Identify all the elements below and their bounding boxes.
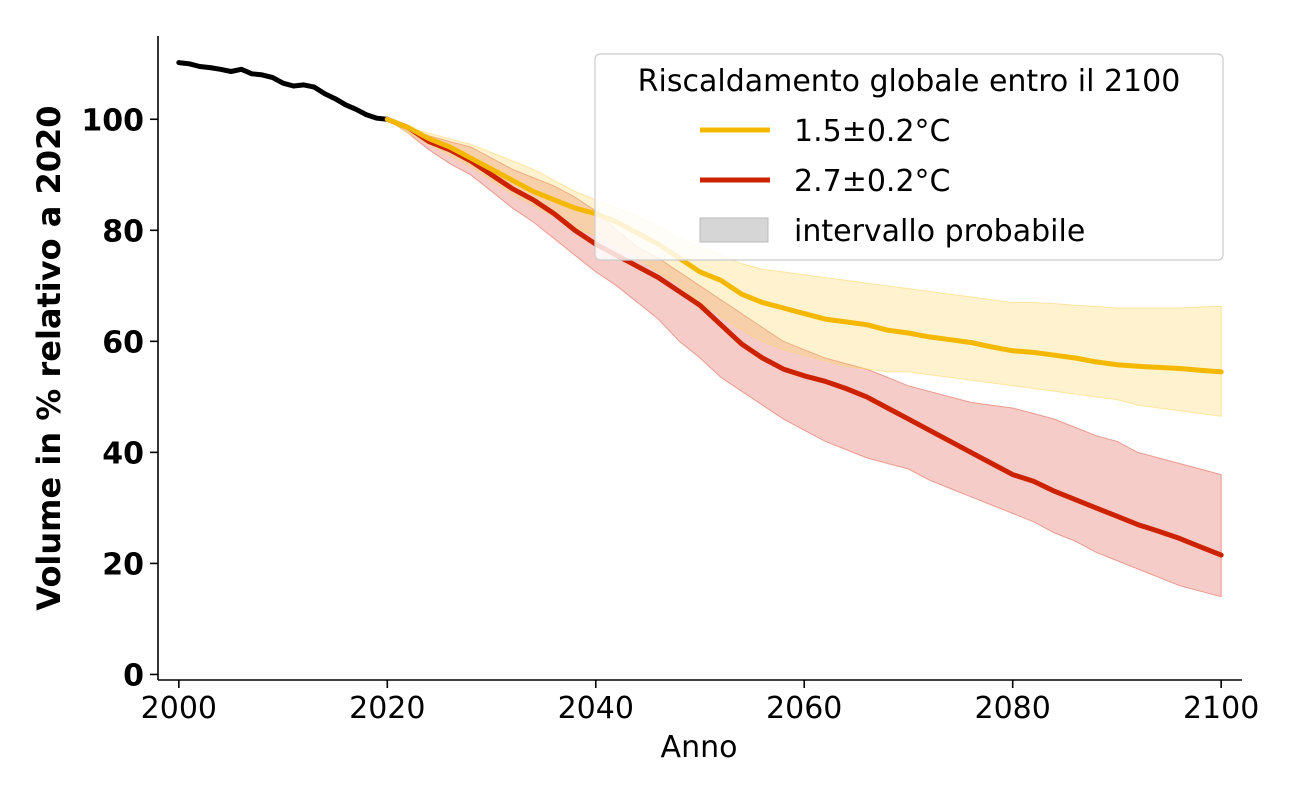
y-tick-label: 60	[102, 325, 144, 360]
y-ticks: 0 20 40 60 80 100	[81, 103, 158, 693]
legend: Riscaldamento globale entro il 2100 1.5±…	[594, 53, 1224, 261]
x-tick-label: 2060	[766, 691, 842, 726]
x-tick-label: 2000	[141, 691, 217, 726]
legend-title: Riscaldamento globale entro il 2100	[638, 64, 1181, 99]
legend-label-1-5: 1.5±0.2°C	[794, 114, 951, 149]
series-lines	[176, 60, 1224, 558]
legend-label-2-7: 2.7±0.2°C	[794, 164, 951, 199]
series-line-2	[384, 116, 1224, 375]
legend-frame	[594, 53, 1224, 261]
y-tick-label: 0	[123, 658, 144, 693]
legend-label-likely-range: intervallo probabile	[794, 214, 1085, 249]
series-line-0	[176, 60, 390, 122]
x-tick-label: 2020	[349, 691, 425, 726]
x-tick-label: 2040	[558, 691, 634, 726]
x-ticks: 2000 2020 2040 2060 2080 2100	[141, 680, 1259, 726]
y-tick-label: 80	[102, 214, 144, 249]
series-line-1	[384, 116, 1224, 558]
x-tick-label: 2080	[975, 691, 1051, 726]
y-tick-label: 40	[102, 436, 144, 471]
x-axis-label: Anno	[661, 730, 738, 765]
y-axis-label: Volume in % relativo a 2020	[30, 105, 68, 610]
legend-swatch-likely-range	[699, 217, 769, 243]
y-tick-label: 20	[102, 547, 144, 582]
x-tick-label: 2100	[1183, 691, 1259, 726]
y-tick-label: 100	[81, 103, 144, 138]
